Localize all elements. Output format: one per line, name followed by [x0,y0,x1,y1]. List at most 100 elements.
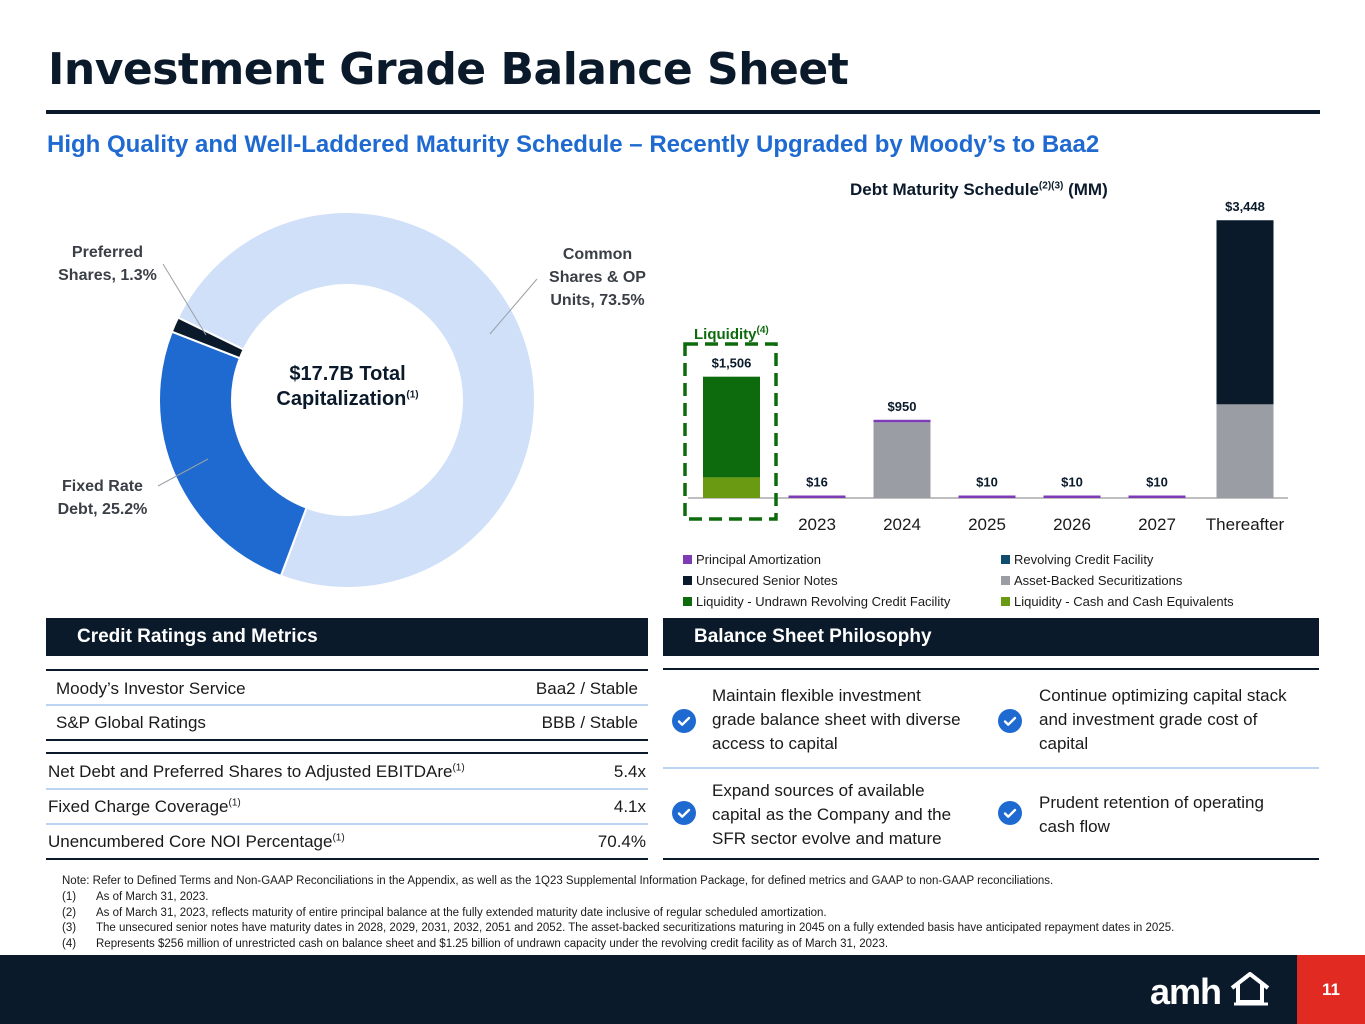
bar-2026-principal-amortization [1043,495,1101,498]
rating-row-moodys: Moody’s Investor Service Baa2 / Stable [56,675,638,703]
legend-revolving-credit: Revolving Credit Facility [1001,552,1153,567]
center-line2: Capitalization(1) [250,387,445,412]
metric-row-fixed-charge: Fixed Charge Coverage(1) 4.1x [48,793,646,821]
line: capital as the Company and the [712,805,952,824]
metric-row-unencumbered: Unencumbered Core NOI Percentage(1) 70.4% [48,828,646,856]
bar-2024-principal-amortization [873,419,931,423]
preferred-label-line1: Preferred [71,244,144,261]
preferred-label-line2: Shares, 1.3% [58,267,157,284]
debt-maturity-chart: $1,506 Liquidity(4) $16 2023 $950 2024 $10 2025… [683,199,1288,534]
bar-total-label: $950 [888,399,917,414]
fixed-label-line1: Fixed Rate [62,478,143,495]
legend-label: Liquidity - Cash and Cash Equivalents [1014,594,1234,609]
line: capital [1039,734,1089,753]
bar-2027-principal-amortization [1128,495,1186,498]
common-label-line1: Common [562,246,633,263]
fn-text: Represents $256 million of unrestricted … [96,938,889,951]
line: SFR sector evolve and mature [712,829,942,848]
logo-text: amh [1150,971,1222,1012]
liquidity-dashed-box [683,342,778,521]
page-title: Investment Grade Balance Sheet [48,44,849,95]
bar-thereafter-unsecured-senior-notes [1216,220,1274,405]
legend-label: Principal Amortization [696,552,821,567]
legend-unsecured-notes: Unsecured Senior Notes [683,573,838,588]
metric-value: 4.1x [613,797,646,816]
title-rule [46,110,1320,114]
legend-swatch [683,555,692,564]
x-tick-label: 2024 [883,515,921,534]
center-line1: $17.7B Total [289,363,406,385]
line: Continue optimizing capital stack [1039,686,1287,705]
metric-label-text: Fixed Charge Coverage [48,797,229,816]
line: grade balance sheet with diverse [712,710,961,729]
metric-value: 5.4x [613,762,646,781]
line: Maintain flexible investment [712,686,921,705]
legend-asset-backed: Asset-Backed Securitizations [1001,573,1182,588]
line: cash flow [1039,817,1110,836]
metric-sup: (1) [332,832,345,844]
fn-text: As of March 31, 2023. [96,890,209,903]
amh-logo: amh [1150,970,1272,1013]
legend-principal-amortization: Principal Amortization [683,552,821,567]
x-tick-label: 2027 [1138,515,1176,534]
legend-label: Liquidity - Undrawn Revolving Credit Fac… [696,594,951,609]
line: access to capital [712,734,838,753]
x-tick-label: 2025 [968,515,1006,534]
metric-sup: (1) [228,797,241,809]
footnote-3: (3) The unsecured senior notes have matur… [62,921,1174,937]
legend-swatch [683,576,692,585]
footnote-2: (2) As of March 31, 2023, reflects maturi… [62,906,1174,922]
metric-value: 70.4% [597,832,646,851]
capitalization-donut [157,211,538,589]
donut-center-label: $17.7B Total Capitalization(1) [250,362,445,412]
bar-2024-asset-backed-securitizations [873,422,931,498]
center-sup: (1) [406,389,419,401]
divider [46,823,648,825]
legend-liquidity-cash: Liquidity - Cash and Cash Equivalents [1001,594,1234,609]
philosophy-header: Balance Sheet Philosophy [663,618,1319,656]
fn-num: (1) [62,890,77,903]
legend-swatch [683,597,692,606]
divider [46,788,648,790]
philosophy-item-3: Expand sources of available capital as th… [712,779,992,851]
line: Prudent retention of operating [1039,793,1264,812]
donut-slice-preferred-shares [170,316,245,360]
footnote-1: (1) As of March 31, 2023. [62,890,1174,906]
check-icon [672,709,696,733]
leader-line [489,278,538,335]
philosophy-header-text: Balance Sheet Philosophy [694,626,932,647]
bar-2025-principal-amortization [958,495,1016,498]
center-line2-text: Capitalization [276,388,407,410]
rating-value: BBB / Stable [541,713,638,732]
fn-text: As of March 31, 2023, reflects maturity … [96,906,827,919]
credit-header-text: Credit Ratings and Metrics [77,626,318,647]
page-subtitle: High Quality and Well-Laddered Maturity … [47,131,1100,158]
divider [663,858,1319,860]
legend-label: Unsecured Senior Notes [696,573,838,588]
chart-title-suffix: (MM) [1068,180,1108,199]
donut-slice-fixed-rate-debt [158,330,308,578]
rating-value: Baa2 / Stable [535,679,638,698]
metric-label: Fixed Charge Coverage(1) [48,797,241,817]
philosophy-item-4: Prudent retention of operating cash flow [1039,791,1319,839]
metric-label-text: Unencumbered Core NOI Percentage [48,832,333,851]
bar-2023-principal-amortization [788,495,846,498]
divider [663,767,1319,769]
legend-label: Asset-Backed Securitizations [1014,573,1183,588]
line: and investment grade cost of [1039,710,1258,729]
divider [46,858,648,860]
common-label-line2: Shares & OP [549,269,646,286]
legend-swatch [1001,555,1010,564]
fixed-rate-debt-label: Fixed Rate Debt, 25.2% [45,475,160,521]
legend-label: Revolving Credit Facility [1014,552,1154,567]
check-icon [672,801,696,825]
rating-label: Moody’s Investor Service [56,679,246,698]
metric-sup: (1) [452,762,465,774]
metric-label: Net Debt and Preferred Shares to Adjuste… [48,762,465,782]
bar-liquidity-undrawn [703,376,760,478]
fn-num: (2) [62,906,77,919]
philosophy-item-1: Maintain flexible investment grade balanc… [712,684,992,756]
common-shares-label: Common Shares & OP Units, 73.5% [540,243,655,312]
legend-swatch [1001,576,1010,585]
metric-label-text: Net Debt and Preferred Shares to Adjuste… [48,762,453,781]
